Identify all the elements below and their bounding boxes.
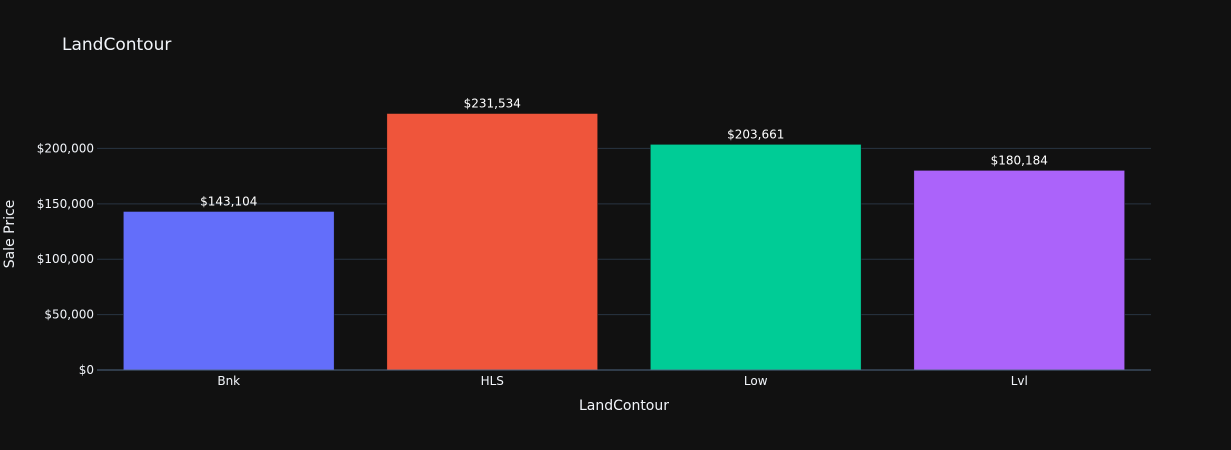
data-label-hls: $231,534 (464, 97, 521, 111)
data-label-low: $203,661 (727, 127, 784, 141)
chart-title: LandContour (62, 35, 171, 55)
bars (123, 113, 1125, 371)
bar-bnk (123, 211, 335, 371)
x-axis-ticks: Bnk HLS Low Lvl (217, 374, 1027, 388)
x-axis-title: LandContour (579, 398, 669, 414)
x-tick-label: HLS (481, 374, 504, 388)
y-tick-label: $100,000 (37, 252, 94, 266)
x-tick-label: Bnk (217, 374, 240, 388)
data-label-lvl: $180,184 (991, 153, 1048, 167)
bar-lvl (913, 170, 1125, 371)
y-tick-label: $150,000 (37, 197, 94, 211)
bar-hls (386, 113, 598, 371)
x-tick-label: Lvl (1011, 374, 1028, 388)
y-axis-title: Sale Price (2, 200, 18, 269)
x-tick-label: Low (744, 374, 768, 388)
y-tick-label: $0 (79, 363, 94, 377)
y-axis-ticks: $0 $50,000 $100,000 $150,000 $200,000 (37, 141, 94, 377)
bar-low (650, 144, 862, 371)
data-label-bnk: $143,104 (200, 194, 257, 208)
data-labels: $143,104 $231,534 $203,661 $180,184 (200, 97, 1048, 209)
y-tick-label: $50,000 (44, 308, 94, 322)
y-tick-label: $200,000 (37, 141, 94, 155)
